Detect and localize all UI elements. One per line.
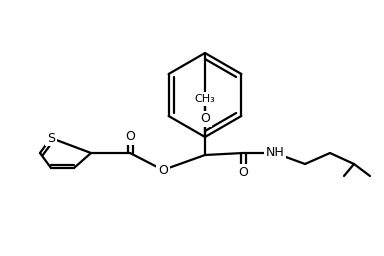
Text: CH₃: CH₃: [195, 94, 215, 104]
Text: O: O: [200, 112, 210, 125]
Text: S: S: [47, 132, 55, 144]
Text: NH: NH: [266, 146, 285, 159]
Text: O: O: [158, 164, 168, 176]
Text: O: O: [238, 165, 248, 178]
Text: O: O: [125, 131, 135, 144]
